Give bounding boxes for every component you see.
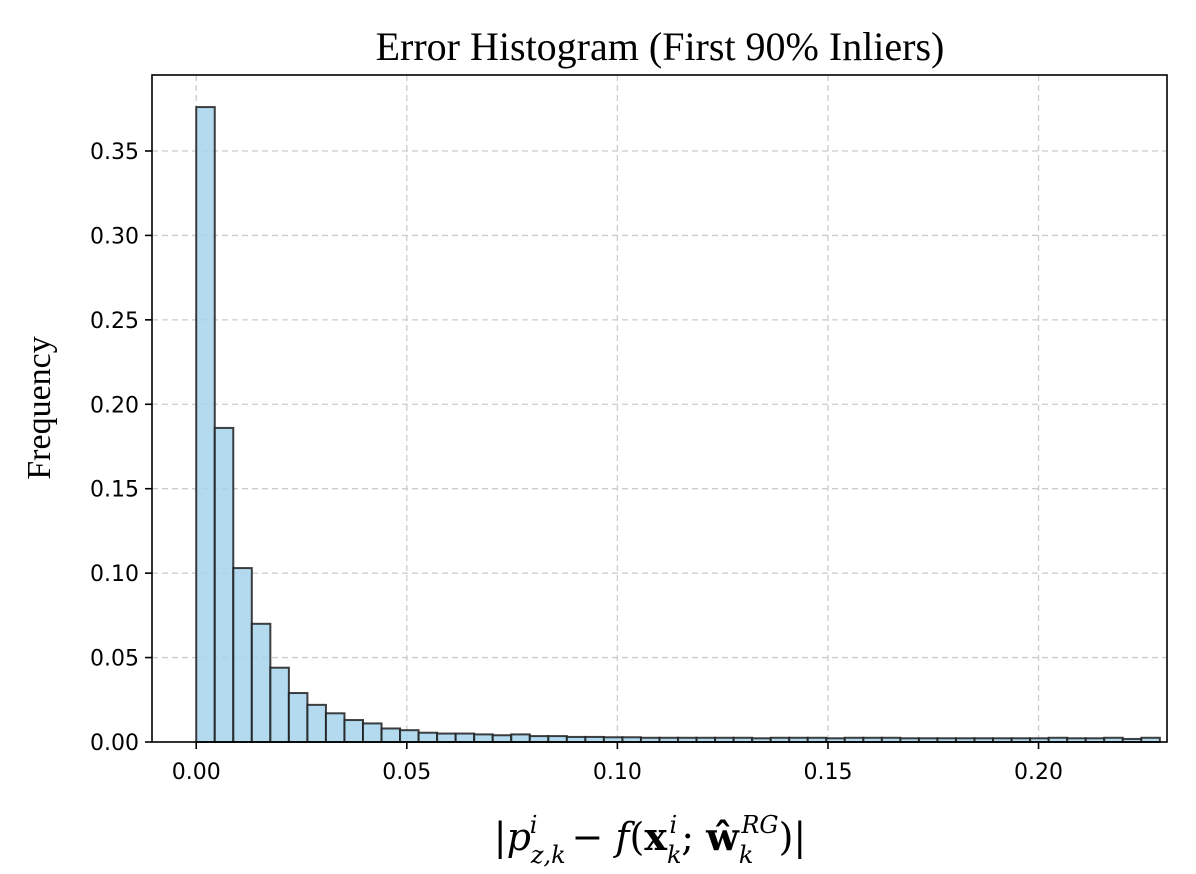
chart-title: Error Histogram (First 90% Inliers) [376,24,945,69]
histogram-bar-2 [232,567,253,743]
svg-text:|pz,ki − f(xki; ŵkRG)|: |pz,ki − f(xki; ŵkRG)| [494,811,807,869]
x-tick-label-1: 0.05 [382,760,431,785]
plot-frame [151,74,1168,743]
histogram-bar-9 [362,722,383,743]
histogram-bar-11 [399,729,420,744]
histogram-bar-8 [343,719,365,743]
x-tick-label-0: 0.00 [172,760,221,785]
x-tick-label-3: 0.15 [803,760,852,785]
histogram-bar-17 [510,733,531,743]
y-tick-label-7: 0.35 [90,140,139,165]
histogram-bar-14 [454,732,476,743]
histogram-bar-4 [269,666,290,744]
grid-lines [152,75,1167,743]
y-tick-label-4: 0.20 [90,393,139,418]
y-tick-label-6: 0.30 [90,224,139,249]
histogram-bar-6 [306,703,327,744]
histogram-bar-1 [213,426,235,743]
histogram-bar-10 [380,727,402,744]
histogram-bar-5 [287,692,309,744]
y-tick-label-5: 0.25 [90,309,139,334]
histogram-bar-12 [417,731,439,743]
histogram-bar-18 [528,735,550,743]
y-tick-label-0: 0.00 [90,731,139,756]
x-tick-label-4: 0.20 [1014,760,1063,785]
histogram-bar-19 [547,735,568,743]
x-tick-label-2: 0.10 [593,760,642,785]
histogram-bars [195,106,1161,744]
x-axis-label: |pz,ki − f(xki; ŵkRG)| [494,811,807,869]
histogram-bar-3 [250,622,272,744]
y-tick-label-3: 0.15 [90,478,139,503]
y-axis-label: Frequency [21,336,58,480]
y-tick-label-1: 0.05 [90,647,139,672]
histogram-bar-0 [195,106,216,743]
histogram-bar-16 [491,734,513,743]
histogram-bar-15 [473,733,494,743]
histogram-bar-13 [436,732,457,743]
y-tick-label-2: 0.10 [90,562,139,587]
histogram-bar-7 [324,712,346,744]
axis-ticks: 0.00 0.05 0.10 0.15 0.20 0.00 0.05 0.10 0.15 0.20… [90,140,1063,785]
